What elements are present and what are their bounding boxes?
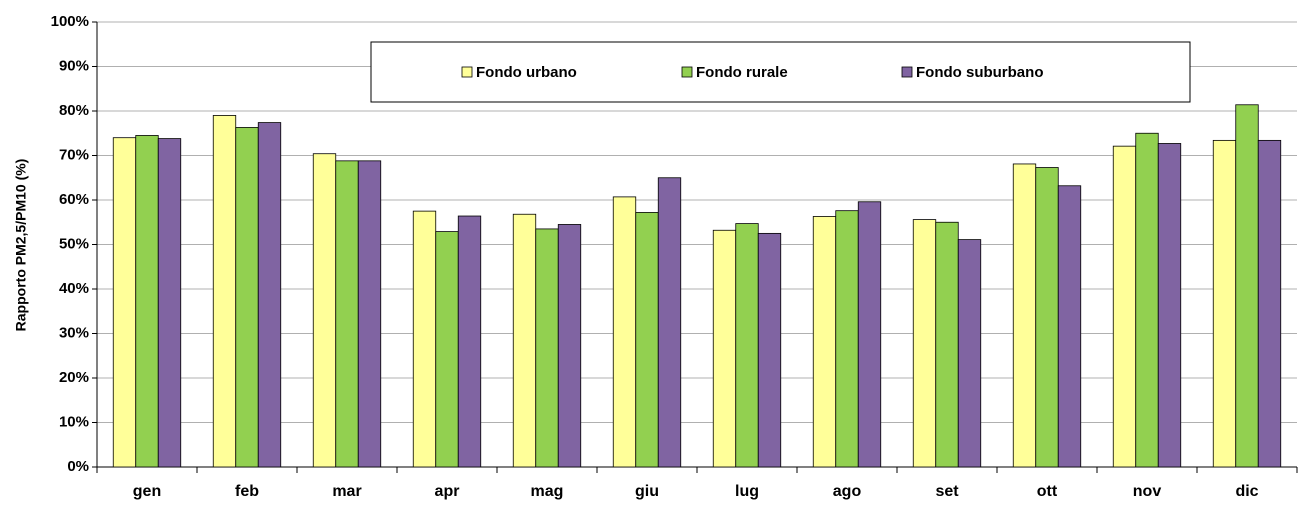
x-tick-label: set bbox=[935, 483, 959, 500]
bar bbox=[512, 213, 537, 468]
bar bbox=[412, 210, 437, 468]
bar bbox=[457, 215, 482, 468]
bar bbox=[135, 135, 159, 468]
x-tick-label: lug bbox=[735, 483, 759, 500]
legend-box bbox=[370, 41, 1191, 103]
y-axis-label: Rapporto PM2,5/PM10 (%) bbox=[13, 159, 29, 332]
bar bbox=[1057, 185, 1082, 468]
bar bbox=[1212, 139, 1237, 468]
x-tick-label: nov bbox=[1133, 483, 1162, 500]
bar bbox=[1257, 139, 1282, 468]
bar bbox=[935, 221, 959, 468]
x-tick-label: ott bbox=[1037, 483, 1058, 500]
x-tick-label: feb bbox=[235, 483, 259, 500]
bar bbox=[312, 153, 337, 468]
y-tick-label: 50% bbox=[59, 235, 89, 252]
bar bbox=[357, 160, 382, 468]
bar bbox=[1035, 167, 1059, 468]
bar bbox=[835, 210, 859, 468]
y-tick-label: 90% bbox=[59, 57, 89, 74]
x-tick-label: dic bbox=[1235, 483, 1258, 500]
bar bbox=[435, 231, 459, 468]
bar bbox=[535, 228, 559, 468]
y-tick-label: 40% bbox=[59, 280, 89, 297]
legend-label: Fondo urbano bbox=[476, 64, 577, 81]
bar bbox=[1012, 163, 1037, 468]
y-tick-label: 70% bbox=[59, 146, 89, 163]
legend-swatch bbox=[681, 66, 693, 78]
y-tick-label: 30% bbox=[59, 324, 89, 341]
x-tick-label: giu bbox=[635, 483, 659, 500]
bar bbox=[757, 232, 782, 468]
bar bbox=[257, 122, 282, 468]
bar bbox=[812, 216, 837, 468]
bar bbox=[157, 138, 182, 468]
bar bbox=[635, 212, 659, 468]
bar bbox=[657, 177, 682, 468]
x-tick-label: apr bbox=[435, 483, 460, 500]
x-tick-label: ago bbox=[833, 483, 862, 500]
x-tick-label: mar bbox=[332, 483, 361, 500]
bar bbox=[235, 127, 259, 468]
bar bbox=[912, 219, 937, 468]
legend-label: Fondo rurale bbox=[696, 64, 788, 81]
legend-swatch bbox=[461, 66, 473, 78]
bar bbox=[612, 196, 637, 468]
legend-label: Fondo suburbano bbox=[916, 64, 1043, 81]
y-tick-label: 80% bbox=[59, 102, 89, 119]
bar bbox=[735, 223, 759, 468]
bar bbox=[212, 115, 237, 468]
legend-swatch bbox=[901, 66, 913, 78]
bar bbox=[857, 201, 882, 468]
y-tick-label: 20% bbox=[59, 369, 89, 386]
bar bbox=[112, 137, 137, 468]
bar bbox=[335, 160, 359, 468]
y-tick-label: 0% bbox=[67, 458, 89, 475]
y-tick-label: 60% bbox=[59, 191, 89, 208]
x-tick-label: mag bbox=[531, 483, 564, 500]
y-tick-label: 100% bbox=[51, 13, 89, 30]
x-tick-label: gen bbox=[133, 483, 161, 500]
bar bbox=[712, 229, 737, 468]
bar bbox=[957, 239, 982, 468]
bar bbox=[1135, 132, 1159, 468]
bar bbox=[557, 224, 582, 468]
bar bbox=[1235, 104, 1259, 468]
bar bbox=[1157, 143, 1182, 468]
bar bbox=[1112, 145, 1137, 468]
y-tick-label: 10% bbox=[59, 413, 89, 430]
